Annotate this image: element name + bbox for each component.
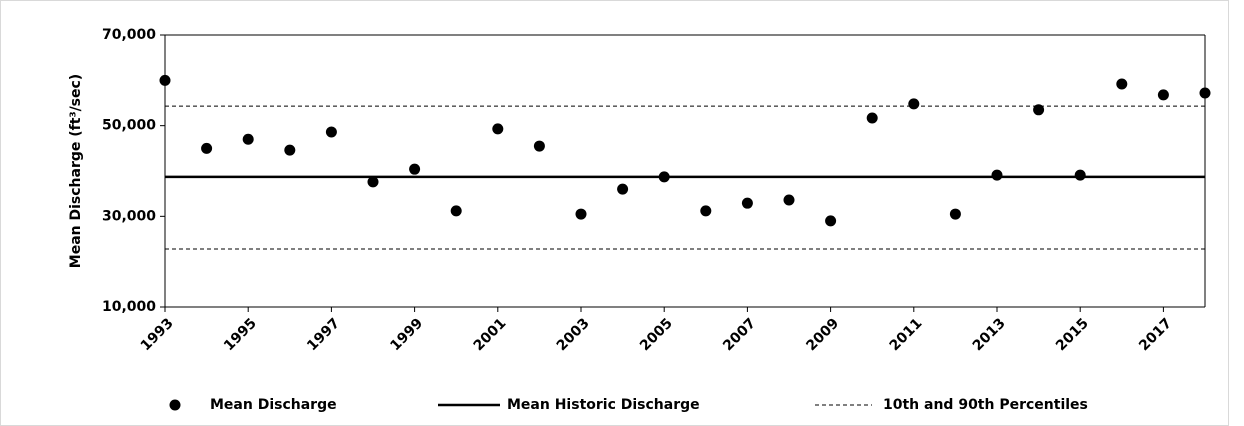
data-point <box>201 142 213 154</box>
data-point <box>908 98 920 110</box>
legend-marker <box>169 399 181 411</box>
data-point <box>949 208 961 220</box>
data-point <box>700 205 712 217</box>
data-point <box>1033 104 1045 116</box>
data-point <box>1074 169 1086 181</box>
data-point <box>242 133 254 145</box>
x-tick-label: 2003 <box>554 315 593 354</box>
legend-label: 10th and 90th Percentiles <box>883 397 1088 413</box>
y-axis-title: Mean Discharge (ft³/sec) <box>68 74 84 268</box>
x-tick-label: 2007 <box>720 315 759 354</box>
x-tick-label: 2015 <box>1053 315 1092 354</box>
data-point <box>617 183 629 195</box>
data-point <box>1157 89 1169 101</box>
y-tick-label: 70,000 <box>102 27 156 43</box>
y-tick-label: 10,000 <box>102 299 156 315</box>
data-point <box>825 215 837 227</box>
x-tick-label: 2017 <box>1136 315 1175 354</box>
y-tick-label: 50,000 <box>102 118 156 134</box>
x-tick-label: 1995 <box>221 315 260 354</box>
data-point <box>367 176 379 188</box>
legend-label: Mean Historic Discharge <box>507 397 700 413</box>
x-tick-label: 2009 <box>803 315 842 354</box>
data-point <box>1199 87 1211 99</box>
y-tick-label: 30,000 <box>102 208 156 224</box>
data-point <box>575 208 587 220</box>
data-point <box>991 169 1003 181</box>
x-tick-label: 2001 <box>471 315 510 354</box>
data-point <box>741 197 753 209</box>
data-point <box>450 205 462 217</box>
data-point <box>409 163 421 175</box>
data-point <box>325 126 337 138</box>
x-tick-label: 2011 <box>887 315 926 354</box>
data-point <box>866 112 878 124</box>
x-tick-label: 2005 <box>637 315 676 354</box>
data-point <box>658 171 670 183</box>
legend-label: Mean Discharge <box>210 397 337 413</box>
data-point <box>492 123 504 135</box>
data-point <box>284 144 296 156</box>
data-point <box>1116 78 1128 90</box>
data-point <box>783 194 795 206</box>
x-tick-label: 1993 <box>138 315 177 354</box>
x-tick-label: 1997 <box>304 315 343 354</box>
data-point <box>533 140 545 152</box>
data-point <box>159 74 171 86</box>
x-tick-label: 2013 <box>970 315 1009 354</box>
x-tick-label: 1999 <box>387 315 426 354</box>
